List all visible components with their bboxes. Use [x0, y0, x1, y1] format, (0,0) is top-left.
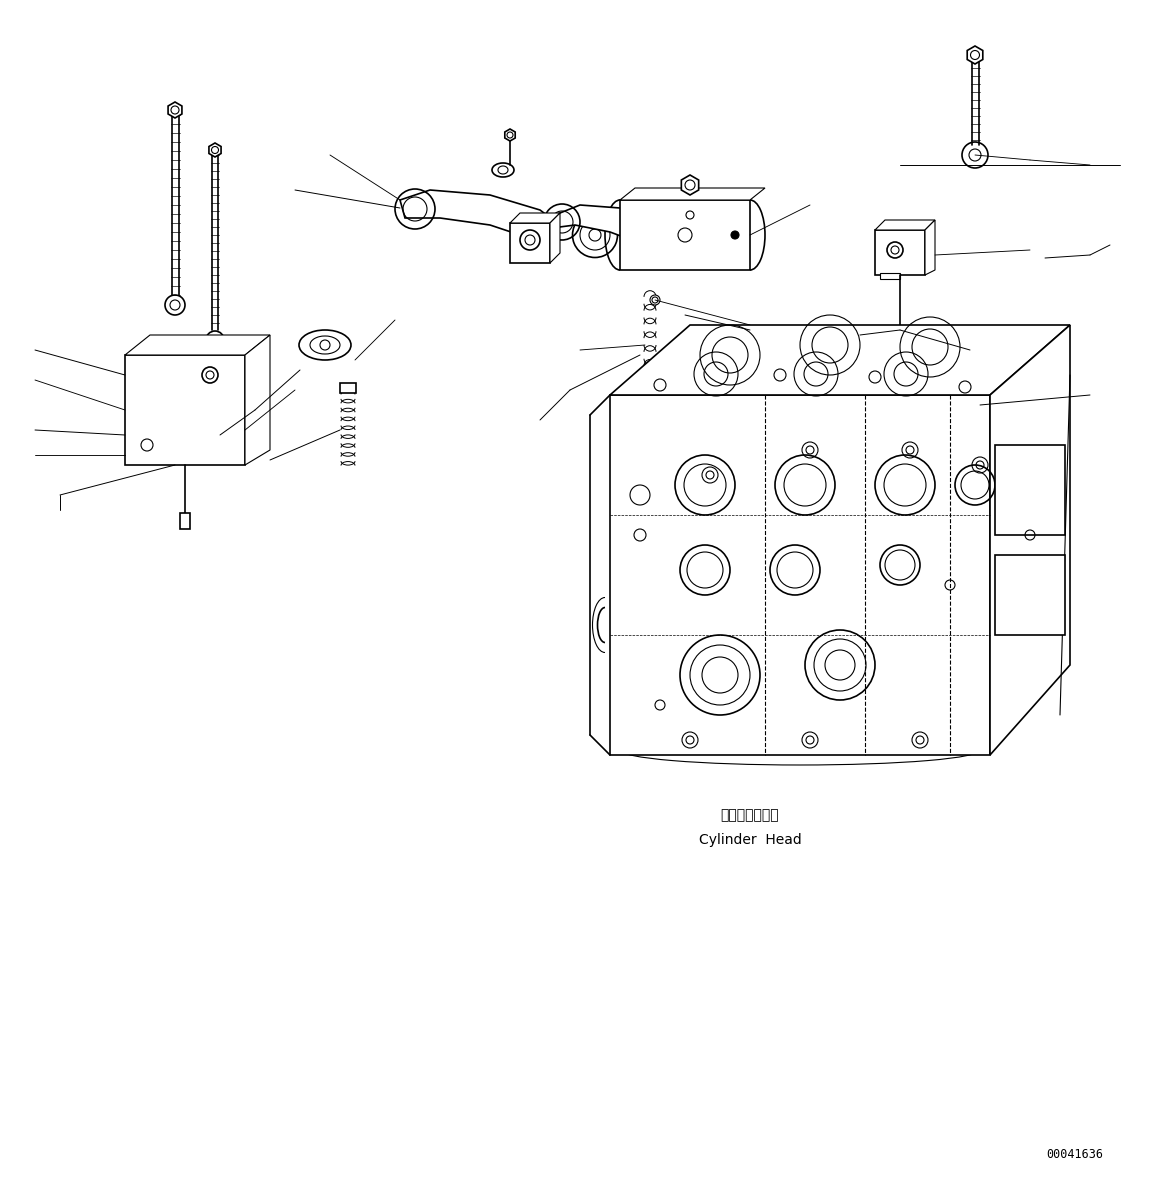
Bar — [340, 383, 356, 393]
Polygon shape — [169, 102, 181, 118]
Polygon shape — [611, 325, 1070, 395]
Polygon shape — [682, 174, 699, 195]
Circle shape — [320, 339, 330, 350]
Bar — [996, 445, 1065, 535]
Polygon shape — [925, 220, 935, 275]
Polygon shape — [550, 212, 561, 264]
Polygon shape — [124, 335, 270, 355]
Polygon shape — [505, 129, 515, 141]
Circle shape — [650, 296, 659, 305]
Polygon shape — [620, 188, 765, 199]
Circle shape — [732, 231, 739, 239]
Polygon shape — [875, 220, 935, 230]
Polygon shape — [552, 205, 665, 248]
Polygon shape — [968, 46, 983, 64]
Polygon shape — [245, 335, 270, 465]
Bar — [180, 513, 190, 529]
Polygon shape — [990, 325, 1070, 755]
Text: シリンダヘッド: シリンダヘッド — [721, 808, 779, 823]
Bar — [511, 223, 550, 264]
Text: Cylinder  Head: Cylinder Head — [699, 833, 801, 848]
Bar — [996, 556, 1065, 635]
Polygon shape — [124, 355, 245, 465]
Bar — [896, 330, 905, 348]
Polygon shape — [209, 142, 221, 157]
Polygon shape — [611, 395, 990, 755]
Text: 00041636: 00041636 — [1047, 1149, 1104, 1162]
Polygon shape — [400, 190, 561, 240]
Bar — [880, 273, 900, 279]
Bar — [875, 230, 925, 275]
Polygon shape — [620, 199, 750, 269]
Circle shape — [678, 228, 692, 242]
Polygon shape — [511, 212, 561, 223]
